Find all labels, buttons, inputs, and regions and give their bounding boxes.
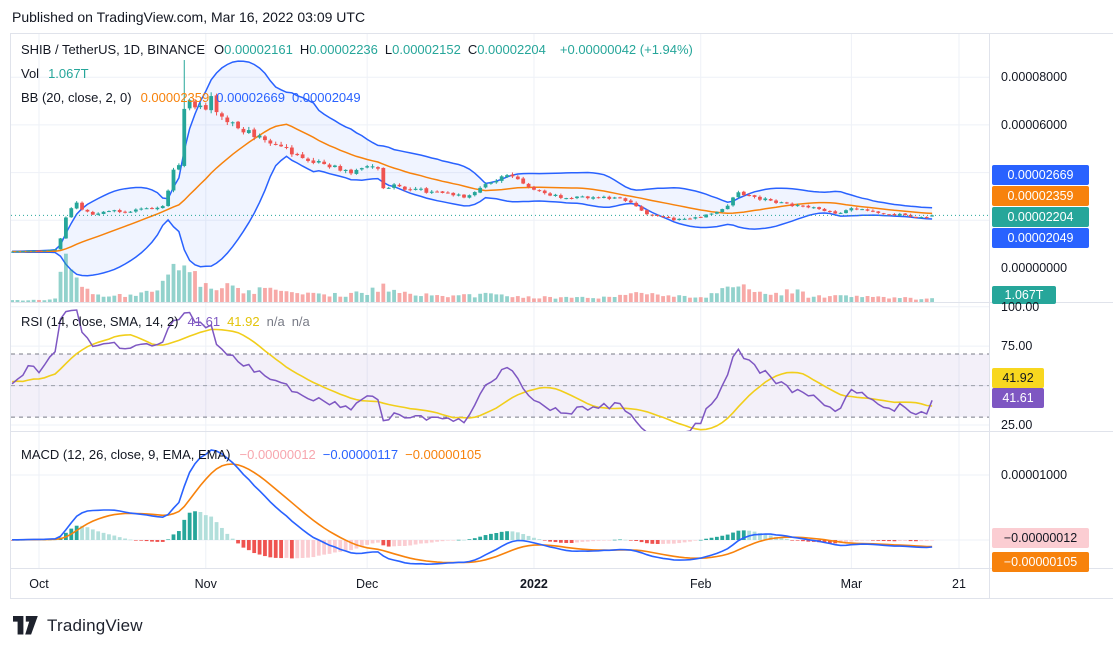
bb-upper-value: 0.00002669 [216,90,285,105]
rsi-upper-band-value: n/a [266,314,285,329]
macd-axis-label: 0.00001000 [1001,468,1068,482]
time-tick-feb: Feb [689,576,712,591]
time-axis[interactable]: Oct Nov Dec 2022 Feb Mar 21 [11,569,989,598]
volume-label: Vol [21,66,40,81]
main-price-pane: SHIB / TetherUS, 1D, BINANCE O0.00002161 H… [11,34,1113,304]
last-price-badge: 0.00002204 [992,207,1089,227]
pane-separator[interactable] [11,431,1113,432]
rsi-sma-badge: 41.92 [992,368,1044,388]
time-tick-dec: Dec [356,576,379,591]
rsi-value-badge: 41.61 [992,388,1044,408]
published-bar: Published on TradingView.com, Mar 16, 20… [0,0,1113,33]
volume-legend-row: Vol 1.067T [21,62,700,86]
rsi-pane: RSI (14, close, SMA, 14, 2) 41.61 41.92 n/a… [11,300,1113,432]
volume-value: 1.067T [48,66,89,81]
macd-hist-badge: −0.00000012 [992,528,1089,548]
time-tick-21: 21 [952,576,966,591]
macd-line-value: −0.00000117 [322,447,399,462]
tradingview-logo-link[interactable]: TradingView [13,616,143,636]
ohlc-l: L0.00002152 [384,42,461,57]
rsi-axis-label: 75.00 [1001,339,1033,354]
macd-signal-value: −0.00000105 [405,447,482,462]
volume-badge: 1.067T [992,286,1056,304]
macd-legend: MACD (12, 26, close, 9, EMA, EMA) −0.0000… [21,446,495,464]
bb-basis-value: 0.00002359 [140,90,210,105]
pane-separator[interactable] [11,302,1113,303]
brand-name: TradingView [47,615,143,635]
ohlc-h: H0.00002236 [299,42,378,57]
rsi-legend: RSI (14, close, SMA, 14, 2) 41.61 41.92 n/a… [21,313,324,331]
macd-label: MACD (12, 26, close, 9, EMA, EMA) [21,447,231,462]
chart-frame: SHIB / TetherUS, 1D, BINANCE O0.00002161 H… [10,33,1113,599]
rsi-sma-value: 41.92 [227,314,260,329]
rsi-lower-band-value: n/a [291,314,310,329]
bb-lower-badge: 0.00002049 [992,228,1089,248]
rsi-axis-label: 100.00 [1001,299,1040,314]
time-axis-row: Oct Nov Dec 2022 Feb Mar 21 [11,569,1113,598]
rsi-chart-canvas[interactable] [11,303,989,431]
ohlc-o: O0.00002161 [214,42,293,57]
time-tick-oct: Oct [29,576,49,591]
change-value: +0.00000042 (+1.94%) [559,42,693,57]
price-plot[interactable]: SHIB / TetherUS, 1D, BINANCE O0.00002161 H… [11,34,989,302]
price-chart-canvas[interactable] [11,34,989,302]
published-caption: Published on TradingView.com, Mar 16, 20… [12,8,366,25]
price-axis-label: 0.00006000 [1001,117,1068,132]
price-axis-label: 0.00008000 [1001,70,1068,85]
bb-legend-row: BB (20, close, 2, 0) 0.00002359 0.00002669… [21,86,700,110]
bb-label: BB (20, close, 2, 0) [21,90,132,105]
main-legend: SHIB / TetherUS, 1D, BINANCE O0.00002161 H… [21,38,700,110]
tradingview-logo-icon [13,616,38,635]
time-axis-corner [989,569,1113,598]
macd-axis[interactable]: 0.00001000 −0.00000012 −0.00000105 [989,432,1113,572]
time-tick-2022: 2022 [520,576,548,591]
symbol-title: SHIB / TetherUS, 1D, BINANCE [21,42,205,57]
price-axis-label: 0.00000000 [1001,261,1068,275]
macd-chart-canvas[interactable] [11,432,989,568]
price-axis[interactable]: 0.00008000 0.00006000 0.00000000 0.00002669… [989,34,1113,304]
rsi-label: RSI (14, close, SMA, 14, 2) [21,314,179,329]
pane-separator[interactable] [11,568,1113,569]
symbol-legend-row: SHIB / TetherUS, 1D, BINANCE O0.00002161 H… [21,38,700,62]
macd-hist-value: −0.00000012 [239,447,316,462]
footer: TradingView [0,599,1113,652]
ohlc-c: C0.00002204 [467,42,546,57]
macd-pane: MACD (12, 26, close, 9, EMA, EMA) −0.0000… [11,432,1113,572]
bb-upper-badge: 0.00002669 [992,165,1089,185]
rsi-axis[interactable]: 100.00 75.00 25.00 41.92 41.61 [989,300,1113,432]
bb-lower-value: 0.00002049 [291,90,361,105]
bb-basis-badge: 0.00002359 [992,186,1089,206]
macd-plot[interactable]: MACD (12, 26, close, 9, EMA, EMA) −0.0000… [11,432,989,568]
rsi-axis-label: 25.00 [1001,418,1033,432]
macd-signal-badge: −0.00000105 [992,552,1089,572]
time-tick-mar: Mar [840,576,863,591]
time-tick-nov: Nov [194,576,217,591]
rsi-plot[interactable]: RSI (14, close, SMA, 14, 2) 41.61 41.92 n/a… [11,303,989,431]
rsi-value: 41.61 [187,314,221,329]
